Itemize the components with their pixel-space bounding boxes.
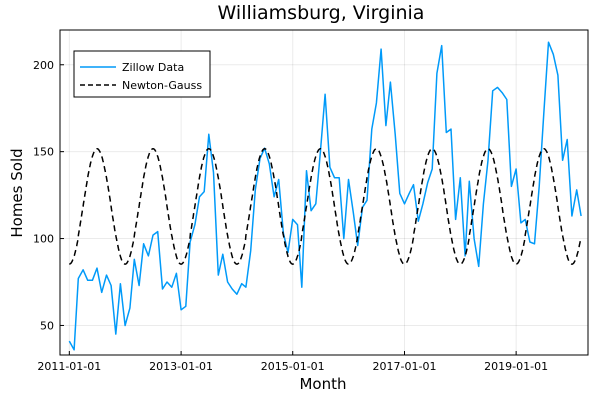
x-tick-label: 2019-01-01: [484, 360, 548, 373]
series-line-zillow-data: [68, 41, 582, 351]
plot-frame: [59, 29, 589, 356]
x-tick-label: 2013-01-01: [149, 360, 213, 373]
y-tick-label: 150: [33, 146, 54, 159]
axis-ticks: 2011-01-01 2013-01-01 2015-01-01 2017-01-01…: [33, 59, 548, 373]
y-tick-label: 200: [33, 59, 54, 72]
series-layer: [68, 41, 582, 351]
y-axis-label: Homes Sold: [8, 148, 26, 237]
x-tick-label: 2017-01-01: [373, 360, 437, 373]
x-tick-label: 2011-01-01: [37, 360, 101, 373]
legend: Zillow Data Newton-Gauss: [73, 50, 211, 98]
series-line-newton-gauss: [69, 147, 582, 265]
legend-box: [73, 50, 211, 98]
legend-label-newton-gauss: Newton-Gauss: [122, 79, 202, 92]
y-tick-label: 100: [33, 233, 54, 246]
x-tick-label: 2015-01-01: [261, 360, 325, 373]
legend-label-zillow: Zillow Data: [122, 61, 184, 74]
x-axis-label: Month: [299, 375, 346, 393]
y-tick-label: 50: [40, 319, 54, 332]
chart-title: Williamsburg, Virginia: [218, 2, 425, 24]
